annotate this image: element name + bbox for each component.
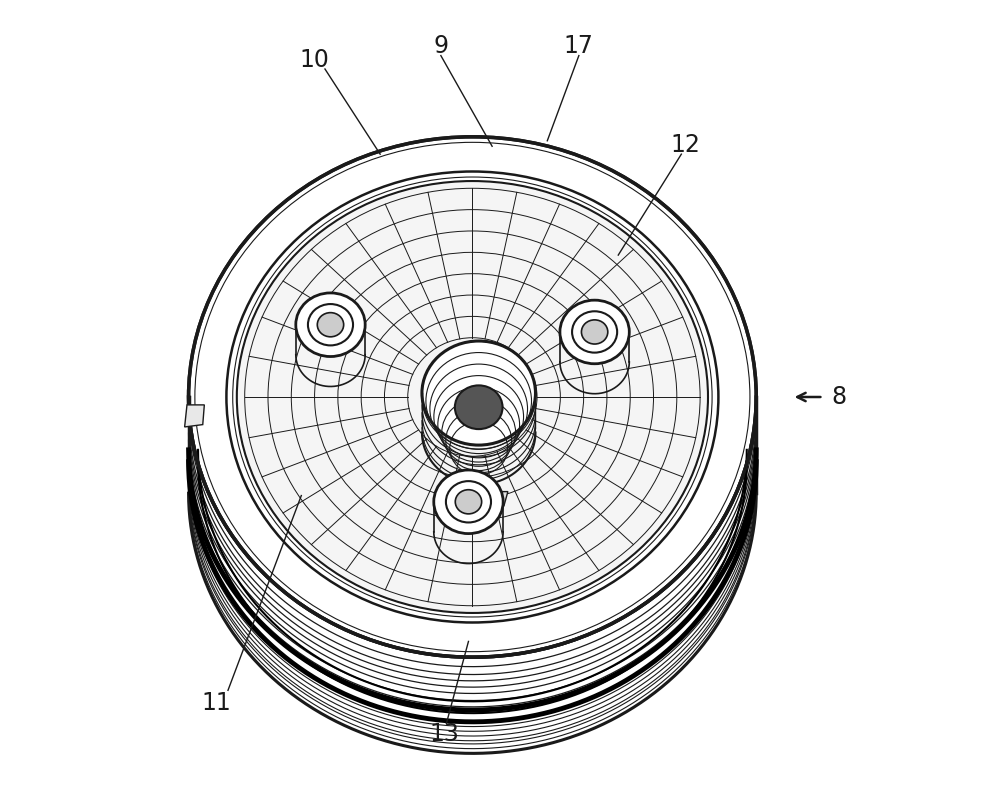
Ellipse shape [455,385,503,429]
Ellipse shape [308,304,353,345]
Ellipse shape [572,311,617,353]
Ellipse shape [422,341,535,445]
Text: 11: 11 [201,691,231,715]
Ellipse shape [434,470,503,534]
Text: 10: 10 [300,48,330,71]
Text: 13: 13 [430,723,460,746]
Ellipse shape [455,490,482,514]
Ellipse shape [317,313,344,337]
Ellipse shape [581,320,608,344]
Text: 8: 8 [831,385,847,409]
Polygon shape [610,464,654,476]
Text: 9: 9 [433,34,448,58]
Text: 17: 17 [564,34,594,58]
Ellipse shape [560,300,629,364]
Ellipse shape [446,481,491,522]
Text: 12: 12 [670,133,700,156]
Ellipse shape [189,137,756,657]
Polygon shape [185,405,204,427]
Ellipse shape [296,293,365,357]
Polygon shape [437,491,508,506]
Ellipse shape [237,181,708,613]
